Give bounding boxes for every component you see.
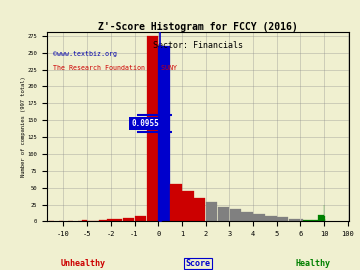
- Bar: [301, 219, 303, 221]
- Bar: [103, 220, 107, 221]
- Bar: [170, 184, 182, 221]
- Bar: [111, 219, 122, 221]
- Bar: [206, 202, 217, 221]
- Text: Sector: Financials: Sector: Financials: [153, 41, 243, 50]
- Bar: [147, 36, 158, 221]
- Bar: [107, 219, 111, 221]
- Text: ©www.textbiz.org: ©www.textbiz.org: [53, 51, 117, 57]
- Bar: [99, 220, 103, 221]
- Bar: [230, 209, 241, 221]
- Text: The Research Foundation of SUNY: The Research Foundation of SUNY: [53, 65, 177, 70]
- Bar: [123, 218, 134, 221]
- Bar: [182, 191, 194, 221]
- Bar: [303, 220, 306, 221]
- Bar: [318, 215, 324, 221]
- Text: Unhealthy: Unhealthy: [60, 259, 105, 268]
- Bar: [306, 220, 312, 221]
- Text: 0.0955: 0.0955: [131, 119, 159, 128]
- Bar: [194, 198, 206, 221]
- Y-axis label: Number of companies (997 total): Number of companies (997 total): [21, 76, 26, 177]
- Bar: [135, 216, 146, 221]
- Bar: [265, 216, 276, 221]
- Bar: [158, 46, 170, 221]
- Bar: [289, 219, 300, 221]
- Text: Score: Score: [185, 259, 211, 268]
- Bar: [82, 220, 87, 221]
- Bar: [277, 217, 288, 221]
- Bar: [241, 212, 253, 221]
- Bar: [253, 214, 265, 221]
- Text: Healthy: Healthy: [296, 259, 330, 268]
- Bar: [312, 220, 318, 221]
- Title: Z'-Score Histogram for FCCY (2016): Z'-Score Histogram for FCCY (2016): [98, 22, 298, 32]
- Bar: [218, 207, 229, 221]
